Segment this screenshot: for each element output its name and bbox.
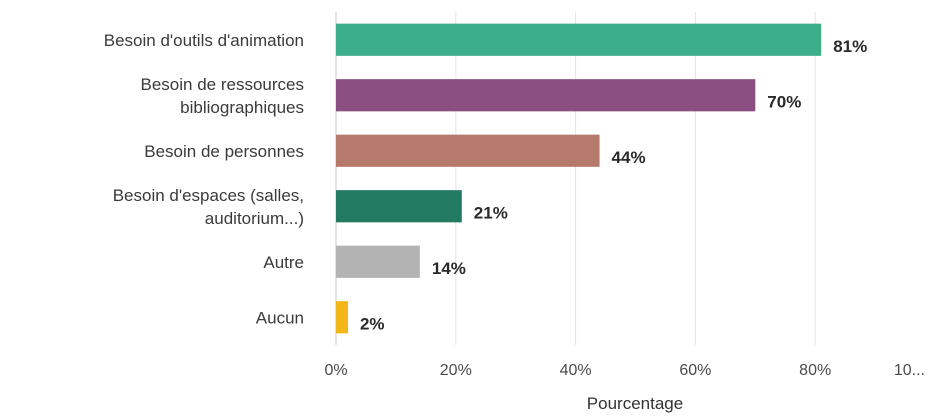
bar <box>336 190 462 223</box>
bar-value-label: 2% <box>360 314 385 333</box>
value-labels: 81% 70% 44% 21% 14% 2% <box>360 37 867 334</box>
gridlines <box>335 12 816 345</box>
x-axis-ticks: 0% 20% 40% 60% 80% 10... <box>324 362 925 379</box>
x-tick-label: 80% <box>799 362 831 379</box>
x-tick-label: 40% <box>560 362 592 379</box>
bar-value-label: 14% <box>432 259 466 278</box>
x-tick-label: 0% <box>324 362 347 379</box>
category-label: auditorium...) <box>205 209 304 228</box>
category-label: Besoin d'outils d'animation <box>104 31 304 50</box>
bar <box>336 79 756 112</box>
bar-value-label: 70% <box>767 92 801 111</box>
category-label: Besoin de ressources <box>141 75 304 94</box>
category-labels: Besoin d'outils d'animation Besoin de res… <box>104 31 304 328</box>
category-label: bibliographiques <box>180 98 304 117</box>
category-label: Besoin d'espaces (salles, <box>113 186 304 205</box>
bar <box>336 134 600 167</box>
bar <box>336 301 348 334</box>
bar-value-label: 21% <box>474 203 508 222</box>
category-label: Besoin de personnes <box>144 142 304 161</box>
x-axis-title: Pourcentage <box>587 394 683 413</box>
bars <box>336 23 822 334</box>
x-tick-label: 20% <box>440 362 472 379</box>
category-label: Aucun <box>256 308 304 327</box>
bar-value-label: 44% <box>612 148 646 167</box>
bar <box>336 23 822 56</box>
category-label: Autre <box>263 253 304 272</box>
bar-value-label: 81% <box>833 37 867 56</box>
x-tick-label: 60% <box>679 362 711 379</box>
bar <box>336 245 420 278</box>
x-tick-label: 10... <box>894 362 925 379</box>
